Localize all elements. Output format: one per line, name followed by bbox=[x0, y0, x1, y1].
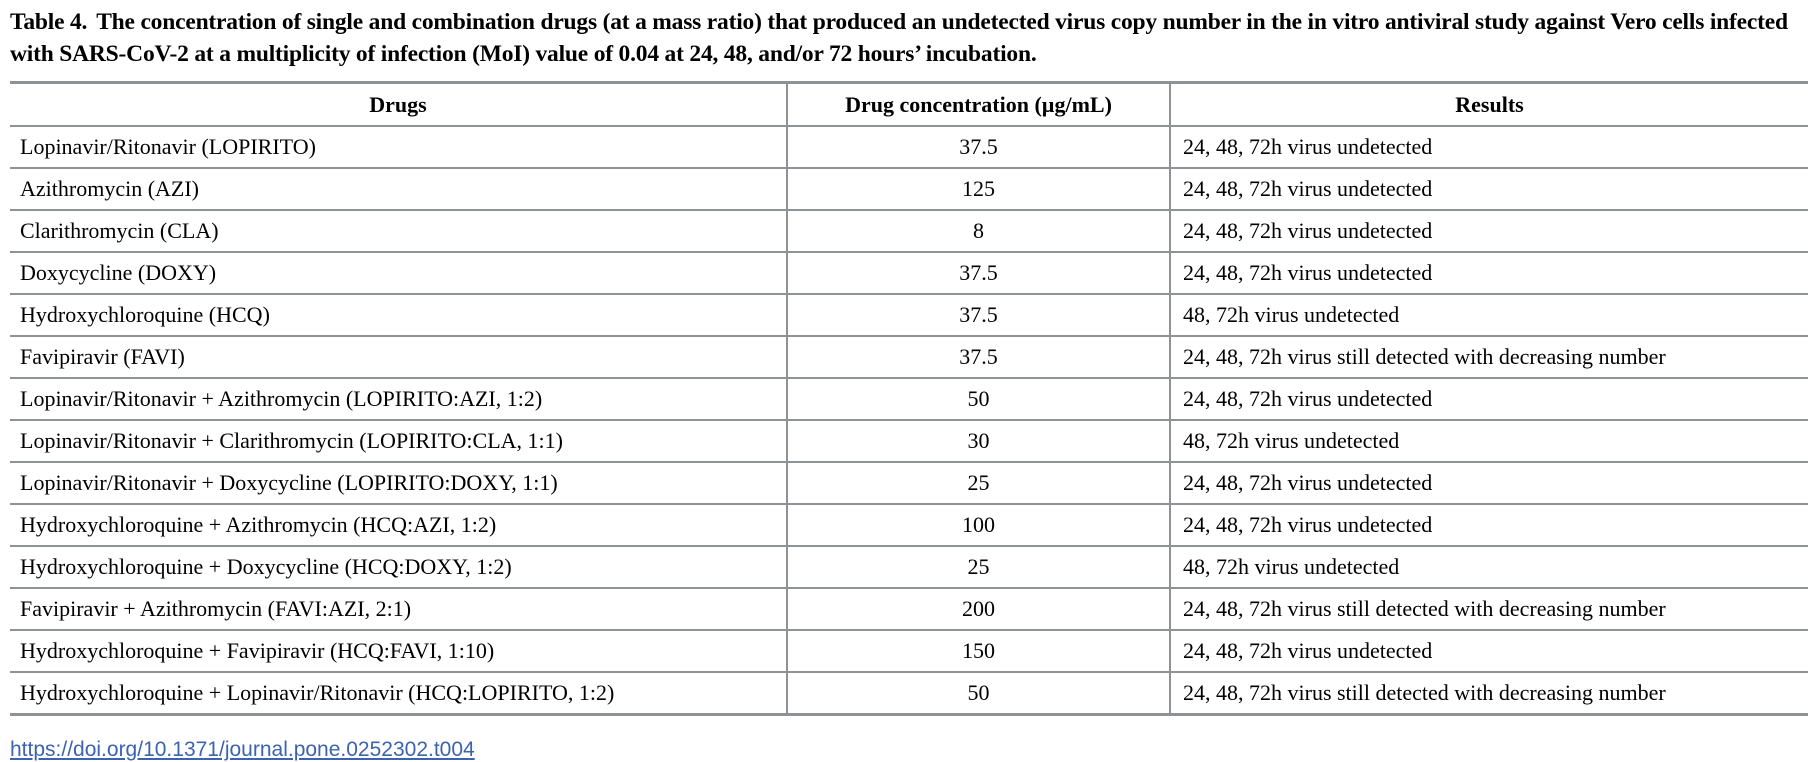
cell-drug: Favipiravir + Azithromycin (FAVI:AZI, 2:… bbox=[10, 588, 788, 631]
table-row: Favipiravir (FAVI) 37.5 24, 48, 72h viru… bbox=[10, 336, 1808, 379]
cell-drug: Azithromycin (AZI) bbox=[10, 168, 788, 211]
cell-drug: Clarithromycin (CLA) bbox=[10, 210, 788, 253]
cell-concentration: 37.5 bbox=[787, 126, 1171, 169]
cell-drug: Doxycycline (DOXY) bbox=[10, 252, 788, 295]
cell-concentration: 37.5 bbox=[787, 294, 1171, 337]
table-caption: Table 4. The concentration of single and … bbox=[10, 6, 1808, 70]
cell-concentration: 30 bbox=[787, 420, 1171, 463]
cell-concentration: 200 bbox=[787, 588, 1171, 631]
cell-drug: Hydroxychloroquine + Lopinavir/Ritonavir… bbox=[10, 672, 788, 716]
table-row: Lopinavir/Ritonavir + Doxycycline (LOPIR… bbox=[10, 462, 1808, 505]
cell-result: 24, 48, 72h virus undetected bbox=[1170, 126, 1808, 169]
column-header-concentration: Drug concentration (µg/mL) bbox=[787, 81, 1171, 127]
cell-drug: Hydroxychloroquine + Doxycycline (HCQ:DO… bbox=[10, 546, 788, 589]
cell-drug: Lopinavir/Ritonavir + Clarithromycin (LO… bbox=[10, 420, 788, 463]
cell-result: 24, 48, 72h virus undetected bbox=[1170, 168, 1808, 211]
cell-result: 24, 48, 72h virus undetected bbox=[1170, 252, 1808, 295]
cell-concentration: 37.5 bbox=[787, 252, 1171, 295]
cell-concentration: 50 bbox=[787, 672, 1171, 716]
cell-concentration: 25 bbox=[787, 462, 1171, 505]
table-row: Hydroxychloroquine + Azithromycin (HCQ:A… bbox=[10, 504, 1808, 547]
cell-concentration: 50 bbox=[787, 378, 1171, 421]
cell-result: 24, 48, 72h virus undetected bbox=[1170, 630, 1808, 673]
cell-drug: Favipiravir (FAVI) bbox=[10, 336, 788, 379]
column-header-drugs: Drugs bbox=[10, 81, 788, 127]
cell-result: 24, 48, 72h virus still detected with de… bbox=[1170, 588, 1808, 631]
table-caption-label: Table 4. bbox=[10, 9, 88, 35]
cell-result: 24, 48, 72h virus undetected bbox=[1170, 210, 1808, 253]
cell-drug: Lopinavir/Ritonavir + Doxycycline (LOPIR… bbox=[10, 462, 788, 505]
cell-drug: Hydroxychloroquine + Favipiravir (HCQ:FA… bbox=[10, 630, 788, 673]
table-row: Hydroxychloroquine + Doxycycline (HCQ:DO… bbox=[10, 546, 1808, 589]
column-header-results: Results bbox=[1170, 81, 1808, 127]
table-row: Lopinavir/Ritonavir + Clarithromycin (LO… bbox=[10, 420, 1808, 463]
cell-concentration: 8 bbox=[787, 210, 1171, 253]
cell-drug: Hydroxychloroquine + Azithromycin (HCQ:A… bbox=[10, 504, 788, 547]
cell-concentration: 125 bbox=[787, 168, 1171, 211]
table-row: Clarithromycin (CLA) 8 24, 48, 72h virus… bbox=[10, 210, 1808, 253]
cell-concentration: 150 bbox=[787, 630, 1171, 673]
cell-result: 48, 72h virus undetected bbox=[1170, 294, 1808, 337]
table-header-row: Drugs Drug concentration (µg/mL) Results bbox=[10, 81, 1808, 127]
cell-drug: Lopinavir/Ritonavir + Azithromycin (LOPI… bbox=[10, 378, 788, 421]
cell-result: 24, 48, 72h virus undetected bbox=[1170, 462, 1808, 505]
cell-drug: Lopinavir/Ritonavir (LOPIRITO) bbox=[10, 126, 788, 169]
table-body: Lopinavir/Ritonavir (LOPIRITO) 37.5 24, … bbox=[10, 126, 1808, 716]
cell-result: 24, 48, 72h virus undetected bbox=[1170, 378, 1808, 421]
table-row: Doxycycline (DOXY) 37.5 24, 48, 72h viru… bbox=[10, 252, 1808, 295]
cell-concentration: 37.5 bbox=[787, 336, 1171, 379]
table-row: Azithromycin (AZI) 125 24, 48, 72h virus… bbox=[10, 168, 1808, 211]
table-row: Hydroxychloroquine + Lopinavir/Ritonavir… bbox=[10, 672, 1808, 716]
cell-drug: Hydroxychloroquine (HCQ) bbox=[10, 294, 788, 337]
table-row: Hydroxychloroquine + Favipiravir (HCQ:FA… bbox=[10, 630, 1808, 673]
cell-result: 24, 48, 72h virus still detected with de… bbox=[1170, 672, 1808, 716]
table-row: Hydroxychloroquine (HCQ) 37.5 48, 72h vi… bbox=[10, 294, 1808, 337]
cell-result: 24, 48, 72h virus undetected bbox=[1170, 504, 1808, 547]
cell-concentration: 100 bbox=[787, 504, 1171, 547]
doi-link[interactable]: https://doi.org/10.1371/journal.pone.025… bbox=[10, 738, 475, 761]
table-header: Drugs Drug concentration (µg/mL) Results bbox=[10, 81, 1808, 127]
table-row: Lopinavir/Ritonavir (LOPIRITO) 37.5 24, … bbox=[10, 126, 1808, 169]
table-caption-text: The concentration of single and combinat… bbox=[10, 9, 1788, 67]
table-row: Favipiravir + Azithromycin (FAVI:AZI, 2:… bbox=[10, 588, 1808, 631]
data-table: Drugs Drug concentration (µg/mL) Results… bbox=[10, 81, 1808, 716]
cell-result: 24, 48, 72h virus still detected with de… bbox=[1170, 336, 1808, 379]
cell-result: 48, 72h virus undetected bbox=[1170, 420, 1808, 463]
table-row: Lopinavir/Ritonavir + Azithromycin (LOPI… bbox=[10, 378, 1808, 421]
cell-result: 48, 72h virus undetected bbox=[1170, 546, 1808, 589]
cell-concentration: 25 bbox=[787, 546, 1171, 589]
